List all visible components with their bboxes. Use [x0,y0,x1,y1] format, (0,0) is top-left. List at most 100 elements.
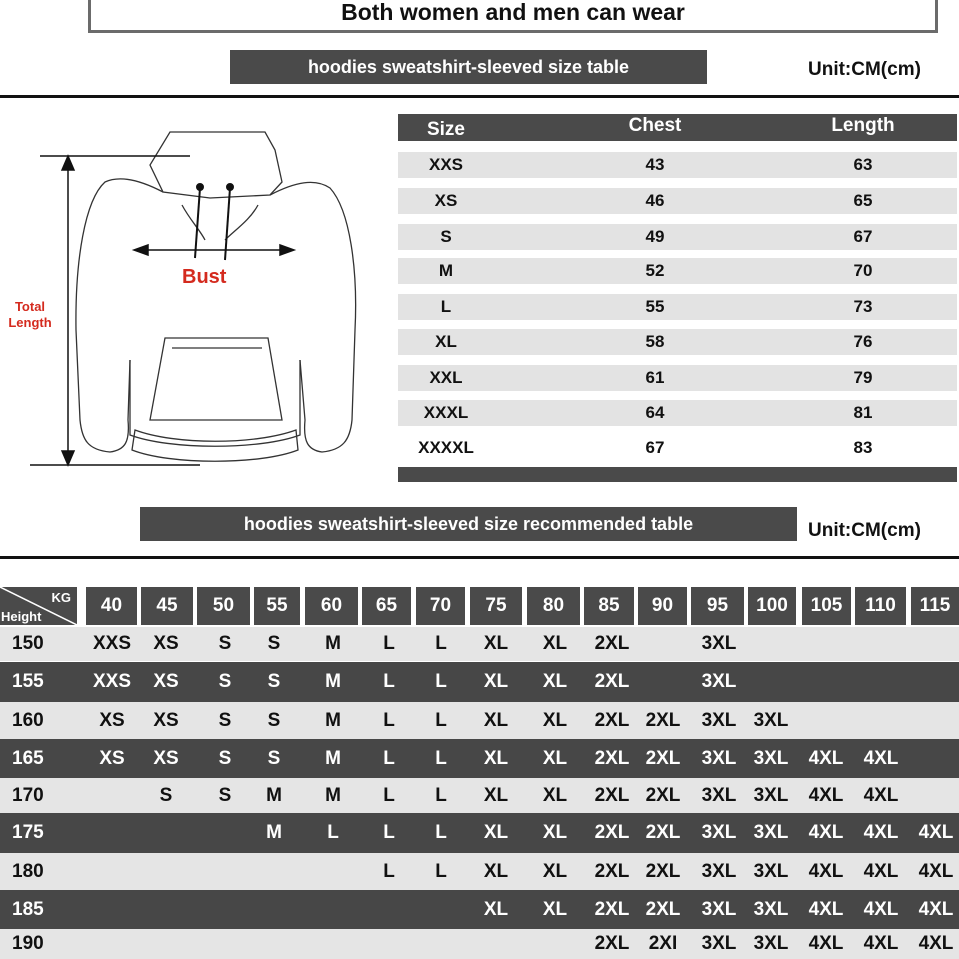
size-cell: 2XL [594,709,630,731]
size-cell: S [267,747,281,769]
weight-header-110: 110 [855,587,906,625]
size-cell [636,662,690,702]
size-cell: L [435,822,447,843]
divider [0,556,959,559]
size-cell: XL [542,860,568,882]
size-table-banner: hoodies sweatshirt-sleeved size table [230,50,707,84]
size-cell [247,929,301,959]
height-cell: 190 [12,933,44,954]
size-cell: 3XL [753,898,789,920]
size-cell [139,813,193,853]
total-length-label: Total Length [0,299,60,331]
size-cell: L [435,784,447,806]
size-cell [85,890,139,929]
size-cell [362,890,416,929]
size-cell [247,890,301,929]
size-cell: L [435,709,447,731]
size-cell: XL [483,898,509,920]
weight-header-65: 65 [362,587,411,625]
size-cell: XXXL [423,403,469,422]
size-cell: 3XL [701,898,737,920]
size-cell: L [435,633,447,654]
size-cell [198,890,252,929]
size-cell [198,853,252,890]
size-cell: 4XL [808,822,844,843]
size-cell: XL [542,709,568,731]
size-cell [909,739,959,778]
size-cell [744,662,798,702]
size-cell: L [383,747,395,769]
size-cell: XL [542,898,568,920]
total-length-label-line2: Length [8,315,52,330]
size-cell: 3XL [753,784,789,806]
size-cell: 3XL [753,709,789,731]
size-cell: 2XL [594,747,630,769]
size-cell: M [325,784,341,806]
size-cell: 2XL [645,784,681,806]
size-table-footer-bar [398,467,957,482]
size-cell: M [325,709,341,731]
size-cell: XS [153,747,179,769]
size-cell: 3XL [753,933,789,954]
size-cell: L [440,297,452,316]
size-cell: 2XL [594,784,630,806]
weight-header-40: 40 [86,587,137,625]
size-cell: L [383,633,395,654]
size-table-row: XXS 43 63 [398,152,957,178]
size-cell: 3XL [753,747,789,769]
size-cell [306,853,360,890]
size-table-row: XS 46 65 [398,188,957,214]
size-cell [799,662,853,702]
size-cell: 3XL [753,822,789,843]
size-cell: S [218,747,232,769]
size-cell: M [438,261,454,280]
size-table-header: Size Chest Length [398,114,957,141]
size-cell: 3XL [701,709,737,731]
size-cell: L [383,860,395,882]
recommend-row-150: 150 XXS XS S S M L L XL XL 2XL 3XL [0,627,959,661]
size-cell [854,627,908,661]
size-cell [414,929,468,959]
hoodie-diagram [30,131,357,467]
length-cell: 79 [853,368,873,387]
size-cell: 3XL [701,784,737,806]
recommend-row-180: 180 L L XL XL 2XL 2XL 3XL 3XL 4XL 4XL 4XL [0,853,959,890]
chest-cell: 64 [645,403,665,422]
size-cell: XL [483,671,509,692]
chest-cell: 58 [645,332,665,351]
length-cell: 65 [853,191,873,210]
size-cell [744,627,798,661]
length-cell: 76 [853,332,873,351]
size-cell: 2XL [594,822,630,843]
size-cell: 4XL [808,747,844,769]
size-cell [247,853,301,890]
bust-arrow-icon [131,243,297,257]
height-cell: 170 [12,784,44,806]
size-cell [85,853,139,890]
size-cell [139,890,193,929]
size-cell: XL [483,709,509,731]
weight-header-90: 90 [638,587,687,625]
column-header-size: Size [426,118,466,140]
size-cell [799,627,853,661]
size-table-row: M 52 70 [398,258,957,284]
size-cell [306,929,360,959]
size-cell [854,662,908,702]
height-cell: 150 [12,633,44,654]
size-cell: XXS [428,155,464,174]
size-cell: L [383,784,395,806]
size-cell: 4XL [863,822,899,843]
size-cell: XXS [92,671,132,692]
corner-height-label: Height [1,609,42,624]
size-cell: XL [435,332,457,351]
size-cell: 4XL [918,898,954,920]
size-table-row: XXL 61 79 [398,365,957,391]
size-cell: 4XL [918,933,954,954]
size-cell: XS [153,633,179,654]
size-cell: 4XL [863,784,899,806]
weight-header-70: 70 [416,587,465,625]
size-cell: 3XL [701,933,737,954]
size-table-row: XL 58 76 [398,329,957,355]
size-cell: XS [153,709,179,731]
size-cell: L [383,822,395,843]
